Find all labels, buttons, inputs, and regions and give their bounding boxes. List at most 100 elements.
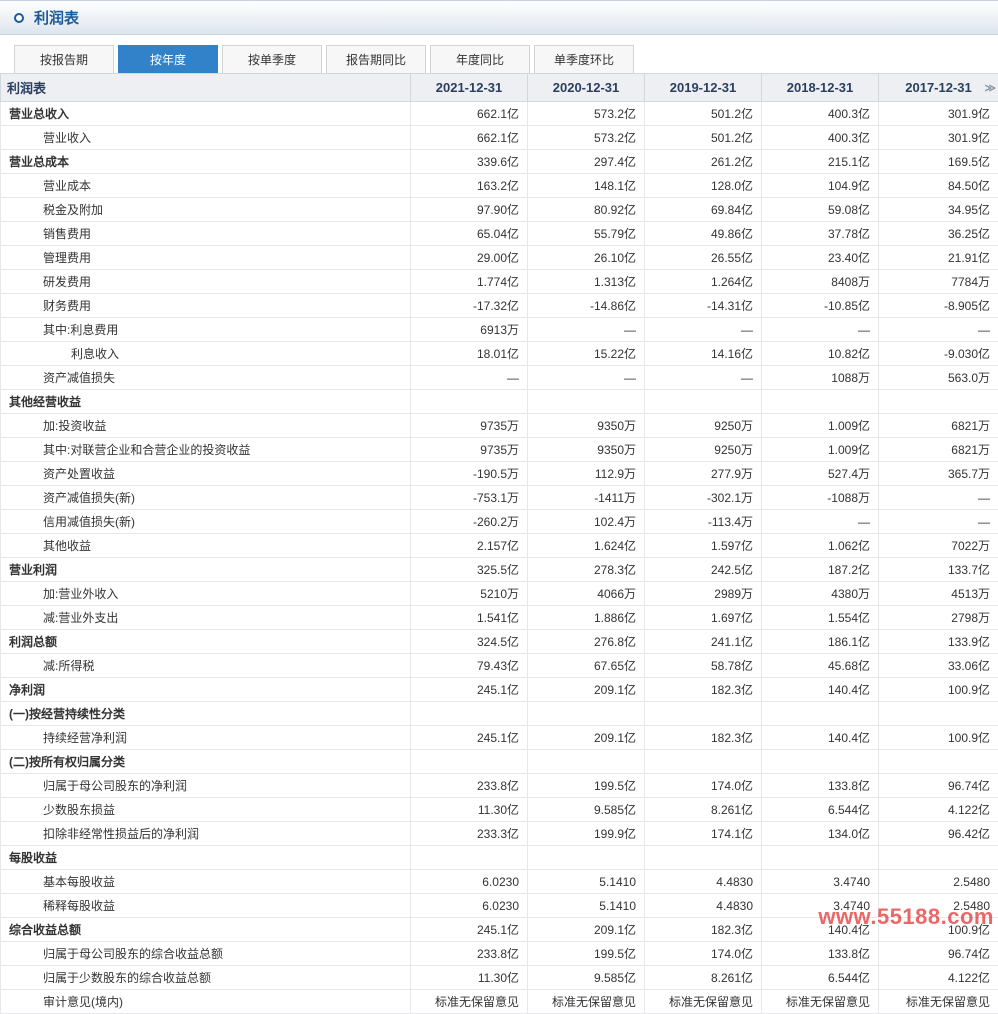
cell: 55.79亿 bbox=[528, 222, 645, 246]
cell: 6.544亿 bbox=[762, 966, 879, 990]
table-row: (二)按所有权归属分类 bbox=[1, 750, 998, 774]
cell: 6.0230 bbox=[411, 870, 528, 894]
cell: 21.91亿 bbox=[879, 246, 998, 270]
row-label: 综合收益总额 bbox=[1, 918, 411, 942]
cell: 3.4740 bbox=[762, 894, 879, 918]
row-label: 其他经营收益 bbox=[1, 390, 411, 414]
table-row: 信用减值损失(新)-260.2万102.4万-113.4万—— bbox=[1, 510, 998, 534]
cell: 6913万 bbox=[411, 318, 528, 342]
cell: 400.3亿 bbox=[762, 102, 879, 126]
table-row: 其中:对联营企业和合营企业的投资收益9735万9350万9250万1.009亿6… bbox=[1, 438, 998, 462]
cell bbox=[879, 390, 998, 414]
cell: 4513万 bbox=[879, 582, 998, 606]
cell: 4066万 bbox=[528, 582, 645, 606]
tab-4[interactable]: 年度同比 bbox=[430, 45, 530, 73]
cell: 11.30亿 bbox=[411, 966, 528, 990]
row-label: (一)按经营持续性分类 bbox=[1, 702, 411, 726]
table-row: 税金及附加97.90亿80.92亿69.84亿59.08亿34.95亿 bbox=[1, 198, 998, 222]
cell: -17.32亿 bbox=[411, 294, 528, 318]
cell: 209.1亿 bbox=[528, 726, 645, 750]
cell: 233.3亿 bbox=[411, 822, 528, 846]
cell: 209.1亿 bbox=[528, 678, 645, 702]
row-label: 营业收入 bbox=[1, 126, 411, 150]
table-row: 每股收益 bbox=[1, 846, 998, 870]
cell: 199.9亿 bbox=[528, 822, 645, 846]
cell: 34.95亿 bbox=[879, 198, 998, 222]
cell: 18.01亿 bbox=[411, 342, 528, 366]
row-label: 加:投资收益 bbox=[1, 414, 411, 438]
cell: 2989万 bbox=[645, 582, 762, 606]
row-label: 其他收益 bbox=[1, 534, 411, 558]
cell: 182.3亿 bbox=[645, 726, 762, 750]
cell: -14.31亿 bbox=[645, 294, 762, 318]
cell: 8.261亿 bbox=[645, 966, 762, 990]
cell: 133.7亿 bbox=[879, 558, 998, 582]
tab-0[interactable]: 按报告期 bbox=[14, 45, 114, 73]
cell: 187.2亿 bbox=[762, 558, 879, 582]
cell: 80.92亿 bbox=[528, 198, 645, 222]
cell: 7784万 bbox=[879, 270, 998, 294]
row-label: 资产减值损失(新) bbox=[1, 486, 411, 510]
cell: -1088万 bbox=[762, 486, 879, 510]
table-row: 归属于少数股东的综合收益总额11.30亿9.585亿8.261亿6.544亿4.… bbox=[1, 966, 998, 990]
cell: 4.122亿 bbox=[879, 798, 998, 822]
cell: 26.10亿 bbox=[528, 246, 645, 270]
tab-5[interactable]: 单季度环比 bbox=[534, 45, 634, 73]
table-row: 资产减值损失(新)-753.1万-1411万-302.1万-1088万— bbox=[1, 486, 998, 510]
cell: 104.9亿 bbox=[762, 174, 879, 198]
cell: 96.74亿 bbox=[879, 774, 998, 798]
cell: 4.122亿 bbox=[879, 966, 998, 990]
row-label: 归属于少数股东的综合收益总额 bbox=[1, 966, 411, 990]
cell bbox=[645, 750, 762, 774]
col-header-0: 利润表 bbox=[1, 74, 411, 102]
cell bbox=[411, 702, 528, 726]
cell bbox=[528, 390, 645, 414]
cell: 182.3亿 bbox=[645, 918, 762, 942]
row-label: 营业利润 bbox=[1, 558, 411, 582]
cell: — bbox=[645, 366, 762, 390]
cell: -9.030亿 bbox=[879, 342, 998, 366]
cell: 2.5480 bbox=[879, 870, 998, 894]
table-header-row: 利润表2021-12-312020-12-312019-12-312018-12… bbox=[1, 74, 998, 102]
cell: 2.5480 bbox=[879, 894, 998, 918]
row-label: 持续经营净利润 bbox=[1, 726, 411, 750]
cell: 1.554亿 bbox=[762, 606, 879, 630]
table-row: 营业收入662.1亿573.2亿501.2亿400.3亿301.9亿 bbox=[1, 126, 998, 150]
cell: — bbox=[528, 318, 645, 342]
table-row: 营业总成本339.6亿297.4亿261.2亿215.1亿169.5亿 bbox=[1, 150, 998, 174]
cell: -260.2万 bbox=[411, 510, 528, 534]
cell: 36.25亿 bbox=[879, 222, 998, 246]
row-label: 基本每股收益 bbox=[1, 870, 411, 894]
cell bbox=[411, 750, 528, 774]
cell: 400.3亿 bbox=[762, 126, 879, 150]
cell: -753.1万 bbox=[411, 486, 528, 510]
cell: 97.90亿 bbox=[411, 198, 528, 222]
cell bbox=[879, 750, 998, 774]
cell: 10.82亿 bbox=[762, 342, 879, 366]
cell: 5.1410 bbox=[528, 870, 645, 894]
cell: 133.8亿 bbox=[762, 942, 879, 966]
cell bbox=[645, 846, 762, 870]
cell: 9735万 bbox=[411, 414, 528, 438]
scroll-right-icon[interactable]: ≫ bbox=[984, 81, 996, 94]
table-row: 持续经营净利润245.1亿209.1亿182.3亿140.4亿100.9亿 bbox=[1, 726, 998, 750]
row-label: 加:营业外收入 bbox=[1, 582, 411, 606]
cell: 140.4亿 bbox=[762, 678, 879, 702]
tab-1[interactable]: 按年度 bbox=[118, 45, 218, 73]
cell: 7022万 bbox=[879, 534, 998, 558]
panel-header: 利润表 bbox=[0, 0, 998, 35]
cell bbox=[528, 846, 645, 870]
table-row: 加:投资收益9735万9350万9250万1.009亿6821万 bbox=[1, 414, 998, 438]
row-label: 财务费用 bbox=[1, 294, 411, 318]
bullet-icon bbox=[14, 13, 24, 23]
tab-2[interactable]: 按单季度 bbox=[222, 45, 322, 73]
cell: 301.9亿 bbox=[879, 102, 998, 126]
cell: 186.1亿 bbox=[762, 630, 879, 654]
cell: 261.2亿 bbox=[645, 150, 762, 174]
row-label: 稀释每股收益 bbox=[1, 894, 411, 918]
cell: 1.886亿 bbox=[528, 606, 645, 630]
cell: 6.544亿 bbox=[762, 798, 879, 822]
tab-3[interactable]: 报告期同比 bbox=[326, 45, 426, 73]
cell bbox=[411, 390, 528, 414]
row-label: 减:所得税 bbox=[1, 654, 411, 678]
